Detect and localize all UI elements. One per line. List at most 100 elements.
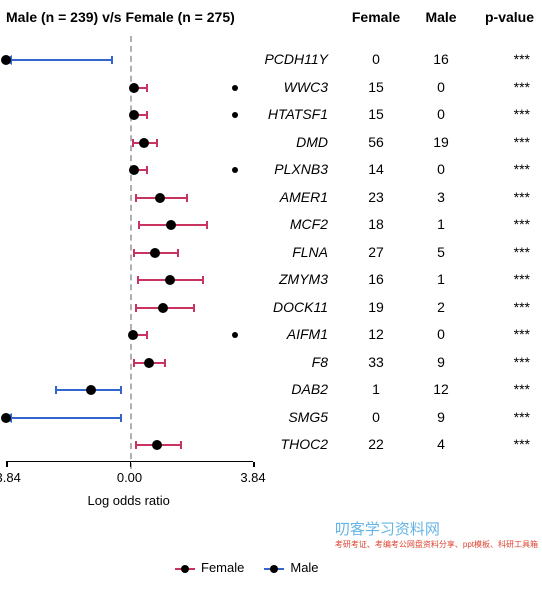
female-count: 15 bbox=[354, 106, 398, 122]
forest-row: WWC3150*** bbox=[0, 74, 542, 102]
ci-cap bbox=[146, 84, 148, 92]
x-tick bbox=[253, 462, 255, 467]
legend-dot-icon bbox=[270, 565, 278, 573]
female-count: 27 bbox=[354, 244, 398, 260]
ci-cap bbox=[202, 276, 204, 284]
ci-cap bbox=[135, 304, 137, 312]
gene-label: HTATSF1 bbox=[240, 106, 328, 122]
ci-cap bbox=[164, 359, 166, 367]
p-value: *** bbox=[490, 79, 530, 95]
male-count: 0 bbox=[419, 161, 463, 177]
male-count: 0 bbox=[419, 326, 463, 342]
female-count: 0 bbox=[354, 51, 398, 67]
female-count: 1 bbox=[354, 381, 398, 397]
gene-label: MCF2 bbox=[240, 216, 328, 232]
female-count: 15 bbox=[354, 79, 398, 95]
female-count: 16 bbox=[354, 271, 398, 287]
gene-marker-dot bbox=[232, 85, 238, 91]
ci-cap bbox=[133, 249, 135, 257]
ci-cap bbox=[193, 304, 195, 312]
p-value: *** bbox=[490, 189, 530, 205]
header-male: Male bbox=[413, 9, 469, 25]
ci-cap bbox=[180, 441, 182, 449]
gene-label: DAB2 bbox=[240, 381, 328, 397]
gene-label: F8 bbox=[240, 354, 328, 370]
p-value: *** bbox=[490, 106, 530, 122]
forest-row: AIFM1120*** bbox=[0, 321, 542, 349]
male-count: 3 bbox=[419, 189, 463, 205]
ci-cap bbox=[137, 276, 139, 284]
point-estimate bbox=[1, 413, 11, 423]
ci-cap bbox=[177, 249, 179, 257]
female-count: 18 bbox=[354, 216, 398, 232]
point-estimate bbox=[150, 248, 160, 258]
male-count: 19 bbox=[419, 134, 463, 150]
gene-label: FLNA bbox=[240, 244, 328, 260]
gene-label: PCDH11Y bbox=[240, 51, 328, 67]
female-count: 33 bbox=[354, 354, 398, 370]
point-estimate bbox=[1, 55, 11, 65]
p-value: *** bbox=[490, 436, 530, 452]
ci-cap bbox=[146, 166, 148, 174]
ci-cap bbox=[133, 359, 135, 367]
point-estimate bbox=[129, 110, 139, 120]
forest-row: HTATSF1150*** bbox=[0, 101, 542, 129]
ci-cap bbox=[132, 139, 134, 147]
x-tick bbox=[6, 462, 8, 467]
forest-row: PCDH11Y016*** bbox=[0, 46, 542, 74]
gene-label: AIFM1 bbox=[240, 326, 328, 342]
forest-row: AMER1 23 3 *** bbox=[0, 184, 542, 212]
point-estimate bbox=[128, 330, 138, 340]
legend-male-line bbox=[264, 568, 284, 570]
header-female: Female bbox=[346, 9, 406, 25]
forest-row: MCF2 18 1 *** bbox=[0, 211, 542, 239]
ci-cap bbox=[186, 194, 188, 202]
x-axis: -3.840.003.84 bbox=[6, 461, 253, 462]
p-value: *** bbox=[490, 216, 530, 232]
p-value: *** bbox=[490, 271, 530, 287]
p-value: *** bbox=[490, 134, 530, 150]
male-count: 1 bbox=[419, 216, 463, 232]
gene-label: THOC2 bbox=[240, 436, 328, 452]
gene-label: AMER1 bbox=[240, 189, 328, 205]
male-count: 4 bbox=[419, 436, 463, 452]
legend-male-label: Male bbox=[290, 560, 318, 575]
watermark: 叨客学习资料网考研考证、考编考公网盘资料分享、ppt模板、科研工具箱 bbox=[335, 518, 538, 550]
female-count: 23 bbox=[354, 189, 398, 205]
female-count: 14 bbox=[354, 161, 398, 177]
gene-label: ZMYM3 bbox=[240, 271, 328, 287]
ci-cap bbox=[146, 331, 148, 339]
ci-cap bbox=[120, 386, 122, 394]
point-estimate bbox=[144, 358, 154, 368]
p-value: *** bbox=[490, 299, 530, 315]
forest-row: SMG509*** bbox=[0, 404, 542, 432]
male-count: 9 bbox=[419, 354, 463, 370]
x-tick-label: -3.84 bbox=[0, 470, 21, 485]
point-estimate bbox=[152, 440, 162, 450]
male-count: 9 bbox=[419, 409, 463, 425]
female-count: 0 bbox=[354, 409, 398, 425]
legend-dot-icon bbox=[181, 565, 189, 573]
p-value: *** bbox=[490, 326, 530, 342]
gene-label: SMG5 bbox=[240, 409, 328, 425]
female-count: 22 bbox=[354, 436, 398, 452]
ci-cap bbox=[156, 139, 158, 147]
ci-cap bbox=[55, 386, 57, 394]
forest-row: DMD5619*** bbox=[0, 129, 542, 157]
gene-marker-dot bbox=[232, 112, 238, 118]
x-axis-title: Log odds ratio bbox=[88, 493, 170, 508]
point-estimate bbox=[166, 220, 176, 230]
point-estimate bbox=[129, 165, 139, 175]
male-count: 2 bbox=[419, 299, 463, 315]
forest-row: DOCK11192*** bbox=[0, 294, 542, 322]
p-value: *** bbox=[490, 354, 530, 370]
point-estimate bbox=[165, 275, 175, 285]
male-count: 5 bbox=[419, 244, 463, 260]
point-estimate bbox=[129, 83, 139, 93]
x-tick bbox=[130, 462, 132, 467]
ci-cap bbox=[135, 194, 137, 202]
ci-cap bbox=[138, 221, 140, 229]
ci-cap bbox=[120, 414, 122, 422]
forest-row: F8 33 9 *** bbox=[0, 349, 542, 377]
watermark-main: 叨客学习资料网 bbox=[335, 521, 440, 538]
